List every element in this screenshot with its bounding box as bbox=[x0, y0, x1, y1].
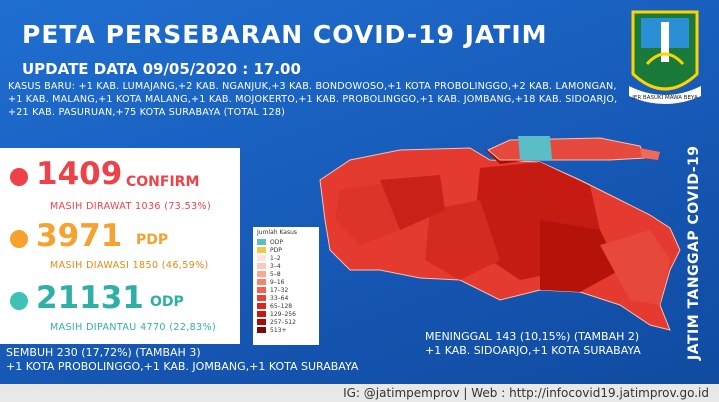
legend-item: 65–128 bbox=[253, 302, 319, 310]
dot bbox=[10, 230, 28, 248]
stat-label: CONFIRM bbox=[126, 174, 200, 190]
legend-label: 5–8 bbox=[270, 270, 281, 278]
stat-detail: MASIH DIAWASI 1850 (46,59%) bbox=[50, 260, 209, 271]
legend-label: 33–64 bbox=[270, 294, 289, 302]
legend-item: ODP bbox=[253, 238, 319, 246]
legend-title: Jumlah Kasus bbox=[257, 229, 298, 236]
stats-panel: 1409 CONFIRM MASIH DIRAWAT 1036 (73.53%)… bbox=[0, 148, 240, 344]
legend-swatch bbox=[257, 247, 266, 253]
stat-label: ODP bbox=[150, 294, 184, 310]
logo-motto: JER BASUKI MAWA BEYA bbox=[631, 95, 698, 101]
deaths: MENINGGAL 143 (10,15%) (TAMBAH 2) +1 KAB… bbox=[425, 330, 641, 358]
logo: JER BASUKI MAWA BEYA bbox=[629, 10, 701, 104]
recovered-line: +1 KOTA PROBOLINGGO,+1 KAB. JOMBANG,+1 K… bbox=[6, 360, 359, 373]
legend-item: 257–512 bbox=[253, 318, 319, 326]
legend-swatch bbox=[257, 295, 266, 301]
dot bbox=[10, 292, 28, 310]
stat-detail: MASIH DIRAWAT 1036 (73.53%) bbox=[50, 201, 212, 212]
stat-detail: MASIH DIPANTAU 4770 (22,83%) bbox=[50, 322, 217, 333]
legend-item: 513+ bbox=[253, 326, 319, 334]
legend-swatch bbox=[257, 287, 266, 293]
legend-label: 1–2 bbox=[270, 254, 281, 262]
legend-label: PDP bbox=[270, 246, 282, 254]
update-date: UPDATE DATA 09/05/2020 : 17.00 bbox=[22, 60, 301, 78]
legend-label: 129–256 bbox=[270, 310, 296, 318]
legend-label: 65–128 bbox=[270, 302, 293, 310]
legend: Jumlah Kasus ODP PDP 1–2 3–4 5–8 9–16 17–32 33–… bbox=[253, 227, 319, 345]
legend-label: 17–32 bbox=[270, 286, 289, 294]
legend-swatch bbox=[257, 319, 266, 325]
legend-swatch bbox=[257, 271, 266, 277]
legend-item: PDP bbox=[253, 246, 319, 254]
legend-item: 33–64 bbox=[253, 294, 319, 302]
legend-label: ODP bbox=[270, 238, 283, 246]
legend-item: 3–4 bbox=[253, 262, 319, 270]
recovered: SEMBUH 230 (17,72%) (TAMBAH 3) +1 KOTA P… bbox=[6, 346, 358, 374]
stat-label: PDP bbox=[136, 232, 169, 248]
legend-swatch bbox=[257, 303, 266, 309]
legend-swatch bbox=[257, 263, 266, 269]
legend-item: 129–256 bbox=[253, 310, 319, 318]
map bbox=[319, 136, 681, 331]
legend-item: 5–8 bbox=[253, 270, 319, 278]
deaths-line: +1 KAB. SIDOARJO,+1 KOTA SURABAYA bbox=[425, 344, 641, 357]
legend-item: 17–32 bbox=[253, 286, 319, 294]
legend-label: 257–512 bbox=[270, 318, 296, 326]
legend-swatch bbox=[257, 311, 266, 317]
footer: IG: @jatimpemprov | Web : http://infocov… bbox=[0, 384, 719, 402]
legend-swatch bbox=[257, 255, 266, 261]
legend-label: 513+ bbox=[270, 326, 287, 334]
stat-number: 3971 bbox=[36, 218, 123, 254]
recovered-line: SEMBUH 230 (17,72%) (TAMBAH 3) bbox=[6, 346, 201, 359]
new-cases: KASUS BARU: +1 KAB. LUMAJANG,+2 KAB. NGA… bbox=[8, 81, 618, 118]
dot bbox=[10, 168, 28, 186]
legend-label: 3–4 bbox=[270, 262, 281, 270]
legend-swatch bbox=[257, 279, 266, 285]
legend-swatch bbox=[257, 239, 266, 245]
stat-number: 21131 bbox=[36, 280, 144, 316]
legend-swatch bbox=[257, 327, 266, 333]
side-label: JATIM TANGGAP COVID-19 bbox=[686, 145, 702, 360]
legend-item: 1–2 bbox=[253, 254, 319, 262]
legend-label: 9–16 bbox=[270, 278, 285, 286]
title: PETA PERSEBARAN COVID-19 JATIM bbox=[22, 20, 548, 49]
stat-number: 1409 bbox=[36, 156, 123, 192]
deaths-line: MENINGGAL 143 (10,15%) (TAMBAH 2) bbox=[425, 330, 640, 343]
footer-text: IG: @jatimpemprov | Web : http://infocov… bbox=[343, 386, 709, 400]
legend-item: 9–16 bbox=[253, 278, 319, 286]
